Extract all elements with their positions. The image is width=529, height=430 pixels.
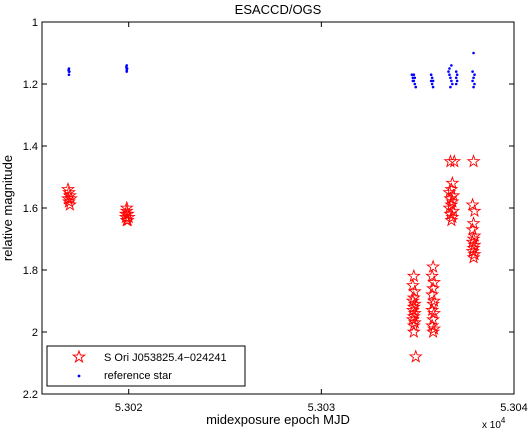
x-axis-label: midexposure epoch MJD (206, 412, 350, 427)
data-point-reference-star (67, 73, 71, 76)
data-point-reference-star (455, 79, 459, 83)
chart-title: ESACCD/OGS (235, 2, 322, 17)
data-point-target-star (444, 182, 459, 196)
data-point-reference-star (431, 85, 435, 89)
data-point-reference-star (413, 76, 417, 80)
data-point-target-star (425, 268, 440, 283)
data-point-reference-star (448, 73, 451, 76)
data-point-target-star (405, 278, 420, 292)
y-tick-label: 1.6 (23, 203, 38, 215)
y-tick-label: 1.8 (23, 265, 38, 277)
data-point-reference-star (430, 82, 434, 86)
data-point-target-star (408, 349, 423, 363)
data-point-reference-star (449, 76, 452, 80)
x-tick-label: 5.302 (115, 402, 143, 414)
data-point-reference-star (454, 82, 458, 86)
data-point-reference-star (449, 85, 452, 89)
data-point-target-star (466, 154, 481, 168)
legend-label-reference: reference star (104, 370, 172, 382)
data-point-reference-star (413, 82, 417, 86)
data-point-target-star (467, 203, 482, 218)
x-multiplier-base: x 10 (482, 420, 501, 430)
plot-frame (41, 21, 515, 395)
legend-label-target: S Ori J053825.4−024241 (104, 352, 227, 364)
data-point-reference-star (471, 79, 474, 83)
data-point-target-star (425, 302, 440, 317)
data-point-reference-star (411, 76, 415, 80)
x-axis-multiplier: x 104 (482, 416, 506, 430)
data-point-target-star (61, 194, 76, 208)
data-point-target-star (426, 324, 441, 338)
y-axis-label: relative magnitude (0, 155, 15, 261)
data-point-target-star (121, 209, 136, 224)
data-point-reference-star (473, 82, 476, 86)
data-point-target-star (467, 247, 482, 261)
data-point-reference-star (450, 79, 453, 83)
data-point-target-star (60, 182, 76, 196)
x-tick-label: 5.304 (500, 402, 528, 414)
data-point-reference-star (411, 79, 415, 83)
legend: S Ori J053825.4−024241 reference star (46, 345, 246, 387)
data-point-reference-star (414, 85, 418, 89)
data-point-target-star (426, 259, 441, 273)
data-point-reference-star (451, 82, 454, 86)
data-point-target-star (427, 293, 442, 307)
data-point-reference-star (125, 65, 128, 69)
data-point-reference-star (410, 73, 414, 76)
data-point-reference-star (454, 76, 458, 80)
data-point-reference-star (67, 68, 70, 72)
legend-marker-dot (77, 374, 81, 378)
data-point-reference-star (473, 73, 476, 76)
legend-marker-star (71, 349, 87, 364)
data-point-target-star (425, 287, 440, 301)
data-point-reference-star (471, 70, 474, 73)
series-reference-star (67, 51, 476, 89)
data-point-reference-star (472, 51, 475, 55)
y-tick-label: 2 (32, 327, 38, 339)
data-point-reference-star (472, 85, 475, 89)
data-point-reference-star (448, 67, 451, 70)
data-point-reference-star (472, 76, 475, 80)
data-point-reference-star (455, 73, 459, 76)
data-point-target-star (62, 197, 77, 211)
y-tick-label: 1.2 (23, 79, 38, 91)
y-tick-label: 1.4 (23, 141, 38, 153)
data-point-reference-star (125, 68, 129, 72)
data-point-target-star (465, 197, 480, 211)
data-point-target-star (445, 209, 460, 224)
data-point-reference-star (430, 76, 434, 80)
data-point-target-star (444, 197, 459, 211)
data-point-reference-star (447, 70, 450, 73)
data-point-reference-star (412, 73, 416, 76)
data-point-reference-star (431, 79, 435, 83)
data-point-reference-star (429, 73, 433, 76)
data-point-target-star (406, 318, 421, 332)
y-tick-label: 1 (32, 17, 38, 29)
data-point-target-star (447, 154, 462, 168)
plot-area (42, 22, 514, 394)
x-multiplier-exponent: 4 (501, 416, 506, 425)
data-point-target-star (119, 200, 134, 214)
data-point-target-star (443, 154, 458, 168)
data-point-target-star (427, 321, 442, 335)
y-tick-label: 2.2 (23, 389, 38, 401)
data-point-target-star (407, 315, 422, 329)
data-point-target-star (465, 222, 480, 236)
x-tick-label: 5.303 (308, 402, 336, 414)
data-point-reference-star (454, 70, 458, 73)
data-point-reference-star (429, 79, 433, 83)
data-point-target-star (406, 324, 421, 338)
data-point-reference-star (450, 64, 453, 67)
data-point-target-star (466, 250, 481, 264)
data-point-target-star (445, 194, 460, 208)
data-point-target-star (444, 213, 459, 227)
data-point-target-star (406, 268, 421, 283)
series-target-star (60, 154, 482, 363)
